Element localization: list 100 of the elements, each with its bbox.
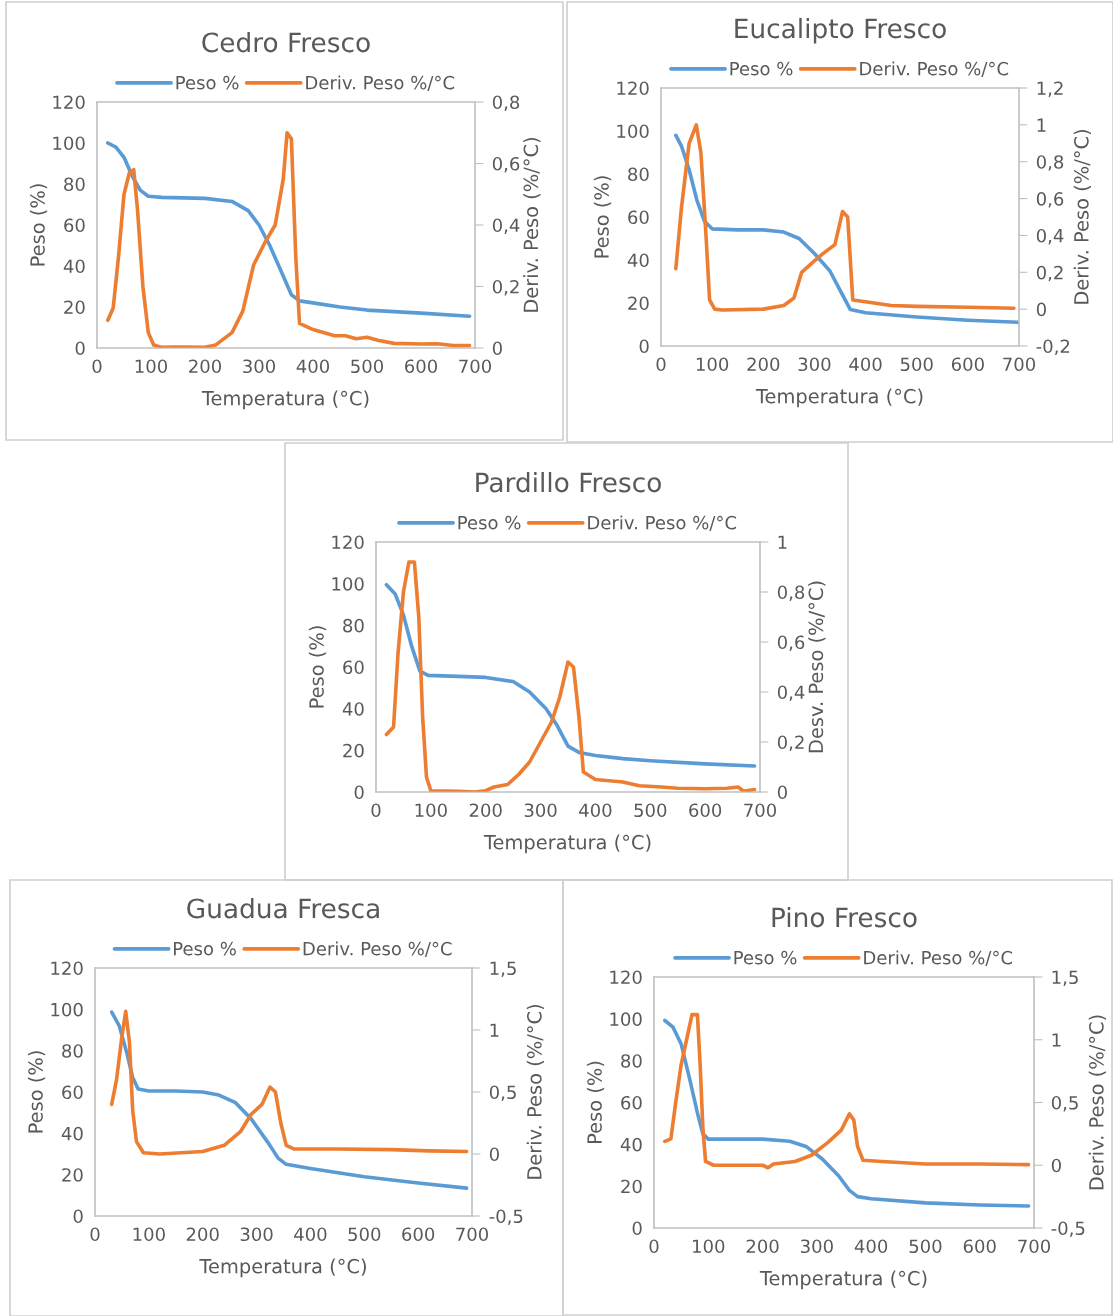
y2-tick-label: 0,6 — [492, 156, 520, 173]
y2-tick-label: 1,2 — [1037, 81, 1063, 97]
y2-tick-label: 1 — [1037, 118, 1046, 132]
x-tick-label: 0 — [90, 1227, 100, 1242]
y2-tick-label: 0,8 — [1036, 155, 1064, 171]
x-tick-label: 600 — [951, 357, 984, 372]
chart-title: Eucalipto Fresco — [735, 17, 946, 44]
y2-axis-title: Desv. Peso (%/°C) — [808, 581, 826, 753]
x-axis-title: Temperatura (°C) — [201, 390, 369, 410]
y-tick-label: 120 — [617, 81, 649, 96]
y2-tick-label: 0,4 — [777, 685, 805, 701]
y2-tick-label: 0,5 — [1051, 1095, 1078, 1112]
legend-label: Deriv. Peso %/°C — [588, 515, 737, 531]
x-tick-label: 400 — [854, 1239, 888, 1254]
y-tick-label: 80 — [621, 1054, 642, 1068]
line-series — [109, 1010, 469, 1190]
y2-tick-label: 1,5 — [490, 961, 516, 977]
x-axis-title: Temperatura (°C) — [483, 834, 651, 854]
y-tick-label: 20 — [621, 1179, 642, 1194]
x-tick-label: 700 — [459, 359, 492, 374]
y-tick-label: 80 — [343, 618, 364, 633]
y-tick-label: 120 — [610, 970, 642, 985]
x-tick-label: 300 — [798, 357, 831, 372]
x-tick-label: 600 — [689, 803, 722, 818]
y2-tick-label: 0 — [777, 785, 787, 800]
y-tick-label: 40 — [63, 259, 85, 274]
y2-axis-title: Deriv. Peso (%/°C) — [523, 137, 541, 312]
chart-title: Cedro Fresco — [202, 31, 370, 53]
y2-axis-title: Deriv. Peso (%/°C) — [526, 1004, 545, 1179]
line-series — [384, 582, 757, 768]
x-tick-label: 200 — [746, 1239, 779, 1254]
y-tick-label: 0 — [354, 785, 364, 800]
line-series — [105, 130, 472, 348]
x-tick-label: 0 — [92, 359, 102, 374]
line-series — [663, 1012, 1031, 1170]
y-tick-label: 40 — [342, 702, 364, 716]
y-tick-label: 80 — [64, 177, 85, 192]
y-tick-label: 60 — [343, 660, 364, 675]
x-tick-label: 300 — [243, 359, 276, 374]
x-tick-label: 500 — [348, 1227, 381, 1242]
x-tick-label: 0 — [649, 1239, 659, 1254]
y-tick-label: 20 — [64, 300, 85, 315]
x-tick-label: 500 — [634, 803, 667, 818]
y-tick-label: 100 — [53, 136, 85, 151]
line-series — [109, 1009, 469, 1156]
y-tick-label: 20 — [343, 743, 364, 758]
y-tick-label: 0 — [639, 339, 649, 354]
legend-label: Peso % — [734, 950, 797, 965]
x-tick-label: 700 — [1003, 357, 1036, 372]
y2-tick-label: 0,6 — [777, 635, 805, 651]
x-tick-label: 400 — [849, 357, 882, 372]
y2-tick-label: 1,5 — [1052, 970, 1078, 986]
y-tick-label: 20 — [62, 1168, 83, 1182]
y-axis-title: Peso (%) — [586, 1061, 605, 1144]
y-axis-title: Peso (%) — [27, 1051, 46, 1133]
y-tick-label: 100 — [51, 1002, 83, 1017]
legend-label: Deriv. Peso %/°C — [860, 61, 1009, 77]
y2-tick-label: 0 — [1036, 302, 1046, 317]
x-tick-label: 0 — [656, 357, 666, 372]
y2-tick-label: -0,5 — [1051, 1221, 1085, 1237]
x-tick-label: 500 — [909, 1239, 942, 1254]
line-series — [105, 141, 472, 319]
y-tick-label: 60 — [621, 1095, 642, 1110]
y2-tick-label: 0,8 — [777, 585, 805, 601]
chart-title: Pino Fresco — [772, 906, 917, 928]
x-tick-label: 400 — [579, 803, 612, 818]
legend-label: Peso % — [176, 75, 239, 90]
y2-tick-label: 0 — [1051, 1158, 1061, 1173]
y-axis-title: Peso (%) — [29, 184, 48, 266]
x-tick-label: 400 — [296, 359, 330, 374]
y2-tick-label: -0,2 — [1036, 339, 1070, 355]
x-tick-label: 200 — [747, 357, 780, 372]
y-tick-label: 40 — [61, 1126, 83, 1141]
y2-tick-label: 0,8 — [492, 95, 520, 111]
x-tick-label: 500 — [900, 357, 933, 372]
x-tick-label: 100 — [135, 359, 168, 374]
y-tick-label: 120 — [332, 535, 364, 550]
y2-tick-label: 0,4 — [1036, 228, 1064, 245]
y2-tick-label: 0 — [489, 1147, 499, 1162]
y-axis-title: Peso (%) — [308, 626, 327, 708]
y2-axis-title: Deriv. Peso (%/°C) — [1088, 1015, 1107, 1190]
x-tick-label: 600 — [405, 359, 438, 374]
x-tick-label: 100 — [415, 803, 447, 818]
x-tick-label: 200 — [189, 359, 222, 374]
y2-tick-label: 0,4 — [492, 218, 520, 234]
x-tick-label: 300 — [801, 1239, 833, 1254]
x-axis-title: Temperatura (°C) — [755, 388, 923, 408]
y-tick-label: 0 — [75, 341, 85, 356]
y2-tick-label: 0,2 — [492, 279, 519, 296]
x-tick-label: 0 — [371, 803, 381, 818]
line-series — [663, 1018, 1031, 1208]
x-tick-label: 400 — [294, 1227, 327, 1242]
y2-tick-label: 1 — [490, 1023, 499, 1037]
legend-label: Peso % — [458, 515, 521, 530]
x-axis-title: Temperatura (°C) — [759, 1270, 927, 1290]
x-tick-label: 100 — [133, 1227, 165, 1242]
legend-label: Deriv. Peso %/°C — [303, 941, 452, 957]
line-series — [384, 560, 757, 792]
y-tick-label: 80 — [62, 1044, 83, 1058]
y-tick-label: 60 — [628, 210, 649, 225]
